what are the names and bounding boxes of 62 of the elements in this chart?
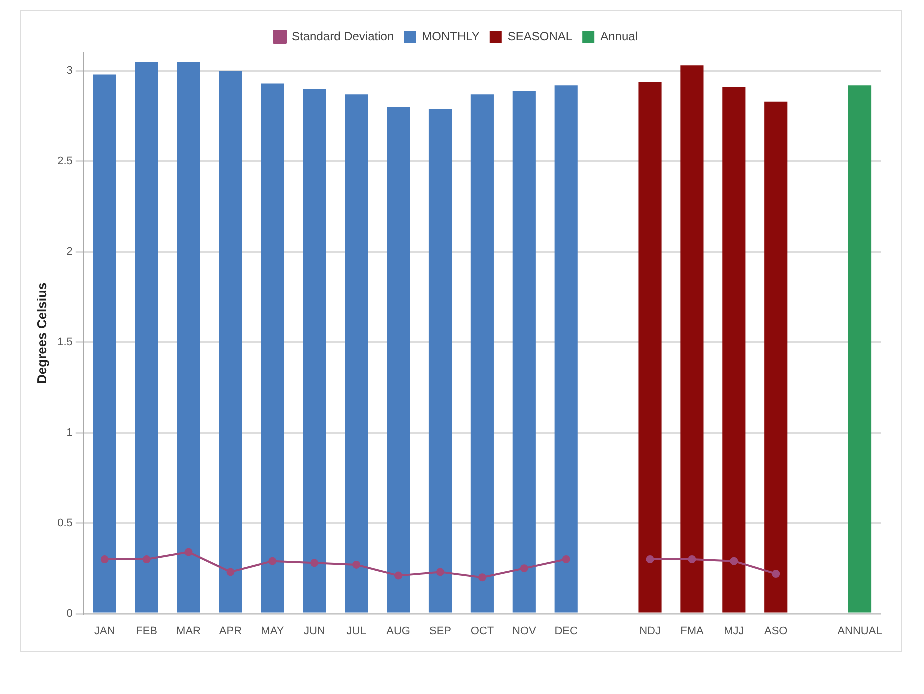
point <box>478 574 486 582</box>
bar <box>722 87 746 613</box>
point <box>226 568 235 576</box>
x-tick-label: NOV <box>512 625 537 638</box>
x-tick-label: MAY <box>261 625 285 638</box>
point <box>352 560 361 569</box>
x-tick-label: JUN <box>304 625 326 638</box>
x-tick-label: JUL <box>346 625 366 638</box>
bar <box>848 86 872 613</box>
legend-label: Annual <box>600 29 638 44</box>
x-tick-label: ASO <box>764 625 788 638</box>
bar <box>387 107 410 613</box>
bar <box>428 109 452 613</box>
bar <box>261 84 284 613</box>
y-tick-label: 1 <box>66 426 73 439</box>
x-tick-label: AUG <box>386 625 410 638</box>
legend-label: MONTHLY <box>422 29 480 44</box>
x-tick-label: MJJ <box>724 625 744 638</box>
bar <box>135 62 158 613</box>
point <box>268 557 277 566</box>
x-tick-label: DEC <box>554 625 578 638</box>
point <box>562 556 570 564</box>
y-tick-label: 2.5 <box>58 156 73 168</box>
bar <box>554 86 578 613</box>
bar <box>638 82 662 613</box>
point <box>100 556 109 564</box>
x-tick-label: MAR <box>176 625 202 638</box>
x-tick-label: JAN <box>94 625 116 638</box>
y-tick-label: 2 <box>66 246 73 258</box>
point <box>394 572 403 580</box>
x-tick-label: OCT <box>470 625 494 638</box>
y-tick-label: 0.5 <box>58 517 73 530</box>
x-tick-label: SEP <box>429 625 452 638</box>
bar <box>512 90 536 613</box>
bar <box>345 94 368 613</box>
x-tick-label: FEB <box>136 625 158 638</box>
point <box>142 556 151 564</box>
legend-label: SEASONAL <box>508 29 573 44</box>
bar <box>303 89 326 613</box>
bar <box>764 102 788 613</box>
point <box>646 556 654 564</box>
x-tick-label: NDJ <box>640 625 661 638</box>
point <box>730 557 738 566</box>
x-tick-label: APR <box>219 625 242 638</box>
y-tick-label: 0 <box>66 608 73 620</box>
y-tick-label: 1.5 <box>58 336 73 348</box>
legend-label: Standard Deviation <box>292 29 394 44</box>
point <box>688 556 696 564</box>
x-tick-label: FMA <box>680 625 704 638</box>
bar <box>93 74 116 613</box>
bar <box>219 71 242 613</box>
y-tick-label: 3 <box>66 65 73 78</box>
bar <box>177 62 200 613</box>
point <box>310 559 319 568</box>
point <box>772 570 780 578</box>
bar <box>470 94 494 613</box>
point <box>436 568 444 576</box>
y-axis-title: Degrees Celsius <box>34 282 50 384</box>
bar <box>680 66 704 613</box>
point <box>520 564 528 573</box>
x-tick-label: ANNUAL <box>838 625 882 638</box>
point <box>184 548 193 556</box>
